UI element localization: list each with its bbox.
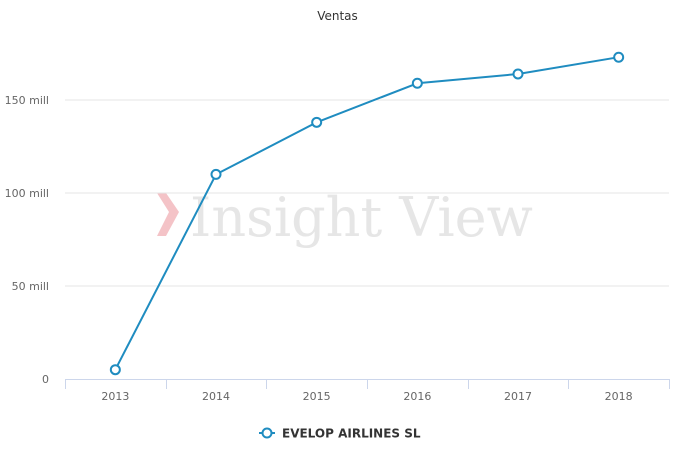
x-tick-label: 2015 — [303, 390, 331, 403]
y-tick-label: 50 mill — [12, 280, 49, 293]
x-tick-label: 2013 — [101, 390, 129, 403]
legend-label[interactable]: EVELOP AIRLINES SL — [282, 427, 421, 441]
series-layer — [109, 51, 625, 376]
data-point[interactable] — [311, 116, 323, 128]
chart-title: Ventas — [317, 9, 358, 23]
x-tick-label: 2018 — [605, 390, 633, 403]
x-axis: 2013 2014 2015 2016 2017 2018 — [65, 379, 670, 403]
x-tick-label: 2014 — [202, 390, 230, 403]
watermark-chevron-icon — [157, 193, 179, 236]
data-point[interactable] — [411, 77, 423, 89]
x-tick-label: 2016 — [403, 390, 431, 403]
watermark: Insight View — [157, 186, 533, 249]
y-tick-label: 100 mill — [5, 187, 49, 200]
data-point[interactable] — [210, 168, 222, 180]
data-point[interactable] — [512, 68, 524, 80]
grid-lines — [65, 99, 669, 287]
watermark-text: Insight View — [190, 186, 533, 249]
data-point[interactable] — [109, 364, 121, 376]
x-tick-label: 2017 — [504, 390, 532, 403]
series-line — [114, 56, 620, 371]
legend-marker-icon — [261, 427, 273, 439]
y-axis-labels: 0 50 mill 100 mill 150 mill — [5, 94, 49, 386]
data-point[interactable] — [613, 51, 625, 63]
y-tick-label: 150 mill — [5, 94, 49, 107]
y-tick-label: 0 — [42, 373, 49, 386]
legend[interactable]: EVELOP AIRLINES SL — [259, 427, 421, 441]
